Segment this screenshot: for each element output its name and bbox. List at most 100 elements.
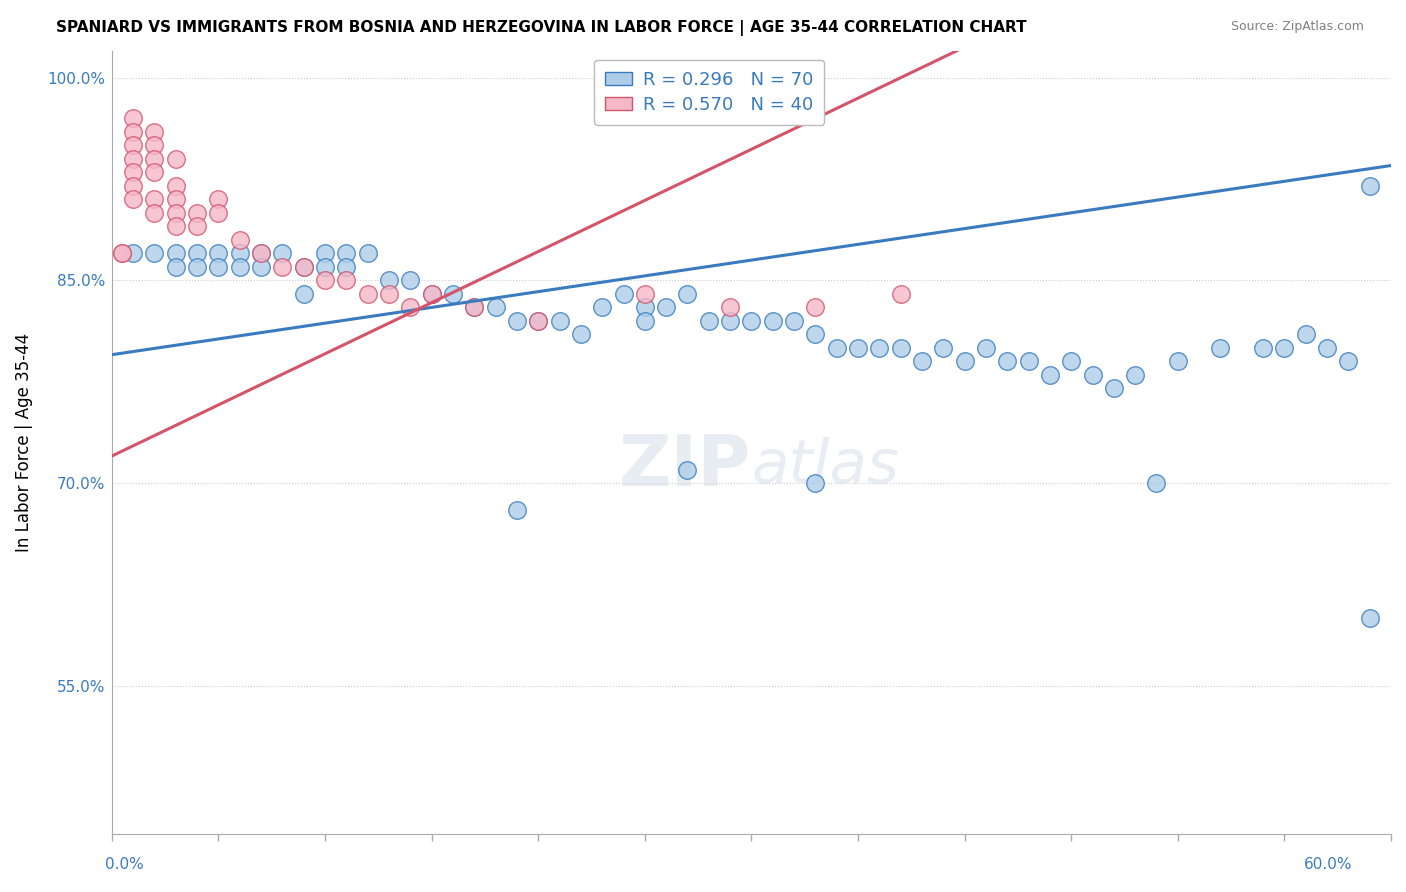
Point [165, 219, 187, 234]
Point [271, 246, 294, 260]
Point [804, 476, 827, 491]
Point [890, 286, 912, 301]
Point [1209, 341, 1232, 355]
Point [356, 286, 378, 301]
Point [186, 260, 208, 274]
Point [634, 301, 657, 315]
Point [1018, 354, 1040, 368]
Point [527, 314, 550, 328]
Point [122, 152, 145, 166]
Point [718, 314, 741, 328]
Point [1358, 611, 1381, 625]
Text: 60.0%: 60.0% [1305, 857, 1353, 872]
Point [868, 341, 890, 355]
Point [143, 152, 166, 166]
Point [506, 314, 529, 328]
Point [111, 246, 134, 260]
Point [1167, 354, 1189, 368]
Y-axis label: In Labor Force | Age 35-44: In Labor Force | Age 35-44 [15, 333, 32, 552]
Point [1039, 368, 1062, 382]
Point [207, 260, 229, 274]
Point [527, 314, 550, 328]
Point [143, 246, 166, 260]
Text: SPANIARD VS IMMIGRANTS FROM BOSNIA AND HERZEGOVINA IN LABOR FORCE | AGE 35-44 CO: SPANIARD VS IMMIGRANTS FROM BOSNIA AND H… [56, 20, 1026, 36]
Point [143, 125, 166, 139]
Point [995, 354, 1018, 368]
Point [1060, 354, 1083, 368]
Point [111, 246, 134, 260]
Point [1102, 382, 1125, 396]
Point [143, 165, 166, 179]
Point [292, 260, 315, 274]
Point [335, 260, 357, 274]
Point [165, 246, 187, 260]
Point [612, 286, 634, 301]
Point [122, 138, 145, 153]
Point [484, 301, 506, 315]
Point [122, 246, 145, 260]
Point [143, 206, 166, 220]
Point [1316, 341, 1339, 355]
Point [143, 192, 166, 206]
Point [1146, 476, 1168, 491]
Point [378, 273, 401, 287]
Point [1123, 368, 1146, 382]
Point [122, 112, 145, 126]
Point [186, 206, 208, 220]
Point [122, 125, 145, 139]
Point [314, 260, 336, 274]
Point [292, 260, 315, 274]
Point [890, 341, 912, 355]
Point [441, 286, 464, 301]
Point [591, 301, 613, 315]
Point [846, 341, 869, 355]
Point [420, 286, 443, 301]
Point [186, 219, 208, 234]
Point [1081, 368, 1104, 382]
Point [953, 354, 976, 368]
Point [229, 233, 252, 247]
Point [762, 314, 785, 328]
Point [165, 192, 187, 206]
Point [548, 314, 571, 328]
Point [740, 314, 762, 328]
Point [655, 301, 678, 315]
Text: 0.0%: 0.0% [105, 857, 145, 872]
Point [143, 138, 166, 153]
Point [250, 246, 273, 260]
Text: atlas: atlas [751, 436, 900, 496]
Point [122, 165, 145, 179]
Point [399, 273, 422, 287]
Point [676, 286, 699, 301]
Point [335, 246, 357, 260]
Point [1358, 178, 1381, 193]
Point [186, 246, 208, 260]
Point [356, 246, 378, 260]
Point [165, 152, 187, 166]
Point [911, 354, 934, 368]
Point [122, 192, 145, 206]
Legend: R = 0.296   N = 70, R = 0.570   N = 40: R = 0.296 N = 70, R = 0.570 N = 40 [595, 60, 824, 125]
Point [378, 286, 401, 301]
Point [250, 246, 273, 260]
Point [697, 314, 720, 328]
Point [420, 286, 443, 301]
Point [783, 314, 806, 328]
Point [271, 260, 294, 274]
Point [165, 260, 187, 274]
Point [165, 206, 187, 220]
Point [335, 273, 357, 287]
Point [974, 341, 997, 355]
Point [207, 206, 229, 220]
Point [569, 327, 592, 342]
Point [314, 246, 336, 260]
Point [207, 246, 229, 260]
Point [804, 301, 827, 315]
Point [634, 286, 657, 301]
Point [229, 260, 252, 274]
Point [122, 178, 145, 193]
Point [1274, 341, 1296, 355]
Text: Source: ZipAtlas.com: Source: ZipAtlas.com [1230, 20, 1364, 33]
Point [1337, 354, 1360, 368]
Point [506, 503, 529, 517]
